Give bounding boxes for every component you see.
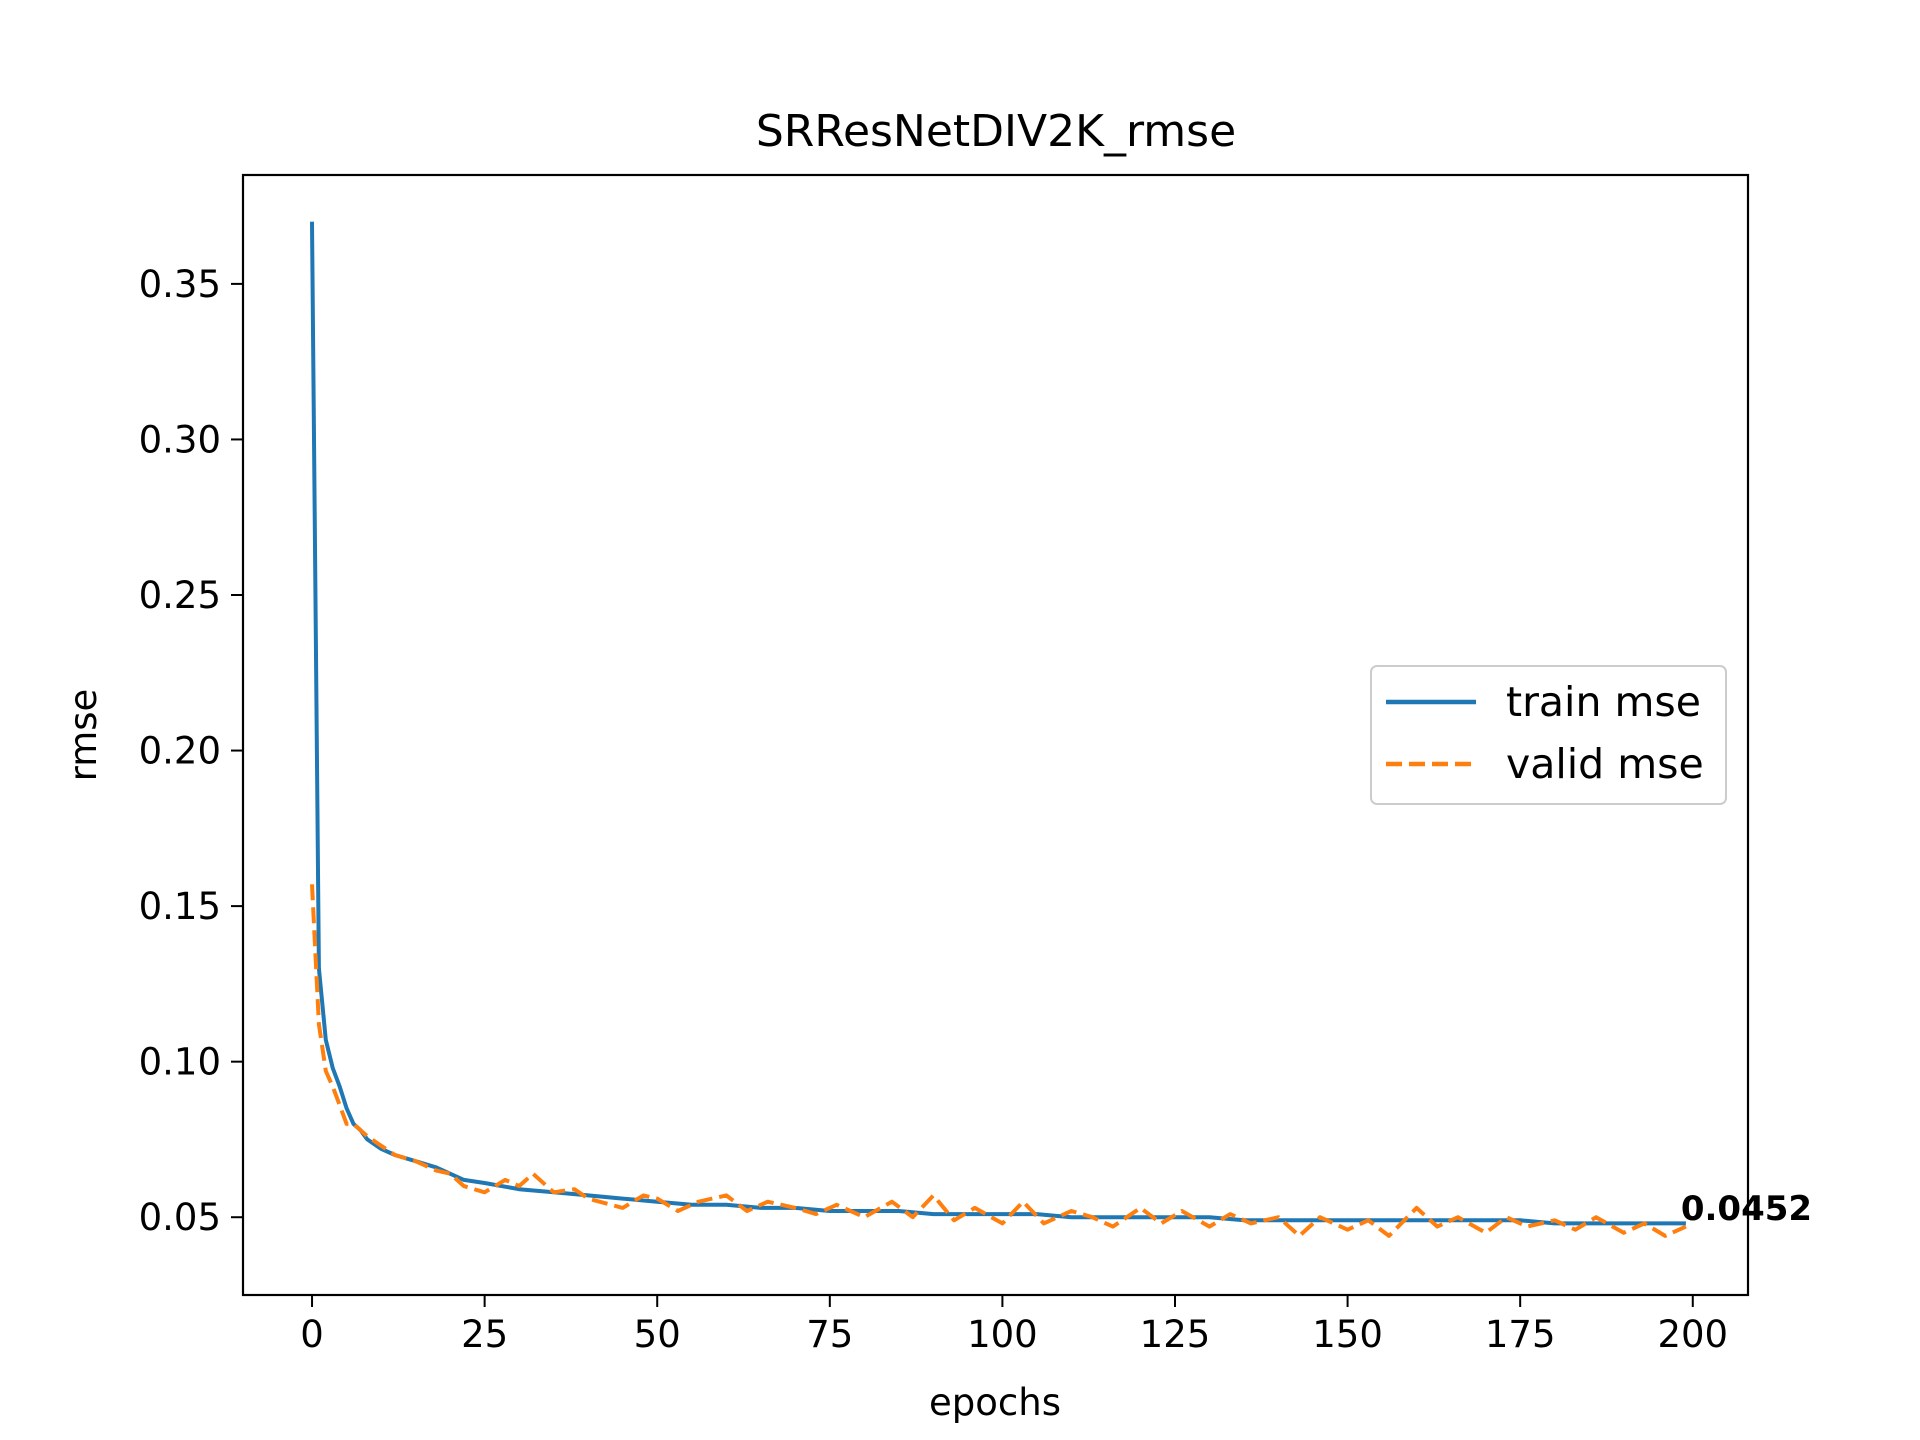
final-value-annotation: 0.0452 (1681, 1189, 1812, 1229)
y-tick-label: 0.05 (139, 1196, 221, 1239)
x-tick-label: 200 (1657, 1313, 1728, 1356)
x-tick-label: 25 (461, 1313, 508, 1356)
y-tick-label: 0.15 (139, 885, 221, 928)
y-axis-label: rmse (62, 689, 105, 782)
series-layer (310, 221, 1687, 1238)
x-axis: 0 25 50 75 100 125 150 175 200 (300, 1295, 1728, 1356)
y-tick-label: 0.10 (139, 1041, 221, 1084)
legend: train mse valid mse (1370, 665, 1727, 805)
chart-title: SRResNetDIV2K_rmse (756, 106, 1236, 157)
x-tick-label: 75 (806, 1313, 853, 1356)
x-tick-label: 175 (1485, 1313, 1556, 1356)
x-tick-label: 0 (300, 1313, 324, 1356)
legend-label-train: train mse (1506, 678, 1701, 726)
legend-label-valid: valid mse (1506, 740, 1704, 788)
y-tick-label: 0.30 (139, 418, 221, 461)
x-tick-label: 100 (967, 1313, 1038, 1356)
y-tick-label: 0.20 (139, 730, 221, 773)
x-tick-label: 150 (1312, 1313, 1383, 1356)
x-tick-label: 50 (634, 1313, 681, 1356)
plot-frame (241, 173, 1750, 1297)
y-tick-label: 0.25 (139, 574, 221, 617)
y-tick-label: 0.35 (139, 263, 221, 306)
series-line-valid (310, 884, 1687, 1238)
x-tick-label: 125 (1140, 1313, 1211, 1356)
x-axis-label: epochs (929, 1381, 1061, 1424)
y-axis: 0.05 0.10 0.15 0.20 0.25 0.30 0.35 (139, 263, 243, 1239)
